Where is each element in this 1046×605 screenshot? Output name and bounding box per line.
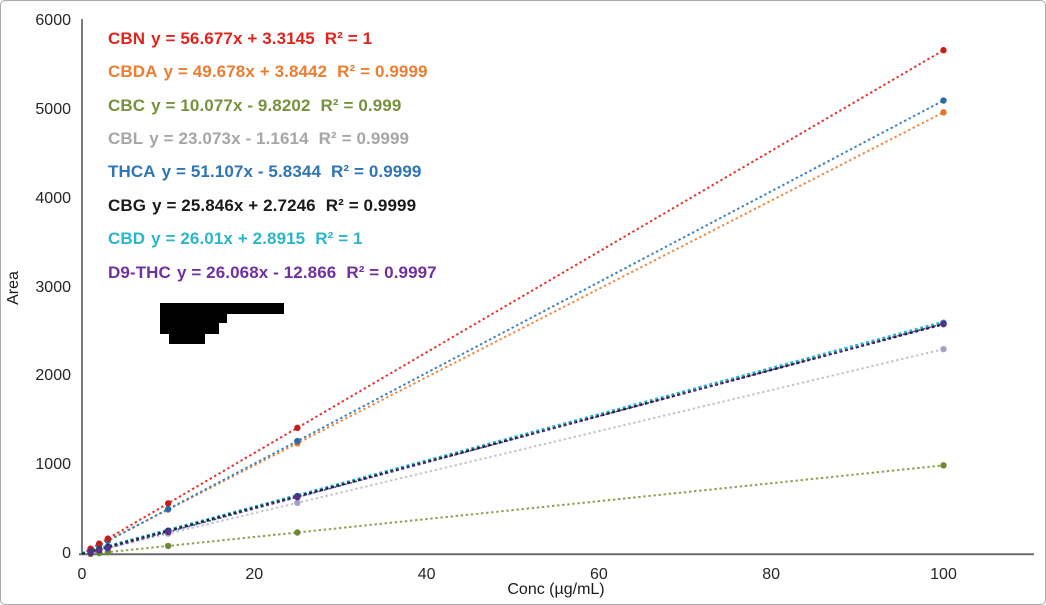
y-tick-label: 2000 [35,367,71,385]
trendline-thca [82,99,944,555]
legend-entry-cbd: CBD y = 26.01x + 2.8915 R² = 1 [108,223,437,256]
data-point-cbl [294,499,301,507]
x-tick-label: 0 [77,566,87,583]
trendline-cbl [82,348,944,555]
legend-entry-cbl: CBL y = 23.073x - 1.1614 R² = 0.9999 [108,122,437,155]
series-name: CBL [108,129,144,149]
series-name: D9-THC [108,262,171,282]
data-point-cbn [164,500,172,507]
legend-entry-cbc: CBC y = 10.077x - 9.8202 R² = 0.999 [108,89,437,122]
data-point-cbc [940,462,947,469]
trendline-cbda [81,111,944,555]
series-r-squared: R² = 0.9999 [318,129,410,149]
data-point-d9-thc [87,549,94,557]
series-name: CBG [108,195,147,215]
x-tick-label: 20 [245,566,264,583]
series-r-squared: R² = 0.9999 [325,195,417,215]
series-name: CBD [108,229,146,249]
y-tick-label: 5000 [35,100,71,118]
y-tick-label: 6000 [35,12,71,29]
series-r-squared: R² = 0.9997 [346,262,437,282]
series-equation: y = 23.073x - 1.1614 [149,129,309,149]
redaction-rect [219,313,227,323]
series-equation: y = 56.677x + 3.3145 [151,28,315,48]
trendline-cbn [81,49,945,555]
legend-entry-thca: THCA y = 51.107x - 5.8344 R² = 0.9999 [108,156,437,189]
data-point-d9-thc [96,547,103,554]
trendline-cbd [81,320,945,556]
legend-entry-cbn: CBN y = 56.677x + 3.3145 R² = 1 [108,22,437,55]
series-equation: y = 26.01x + 2.8915 [151,229,306,249]
series-r-squared: R² = 1 [315,229,363,249]
y-tick-label: 1000 [35,456,71,474]
legend-entry-d9-thc: D9-THC y = 26.068x - 12.866 R² = 0.9997 [108,256,437,289]
x-axis-title: Conc (µg/mL) [507,581,605,598]
series-equation: y = 49.678x + 3.8442 [163,62,328,82]
data-point-thca [294,437,301,445]
series-equation: y = 26.068x - 12.866 [176,262,337,282]
x-tick-label: 40 [417,566,436,583]
data-point-d9-thc [940,320,947,327]
data-point-d9-thc [104,544,112,552]
redaction-rect [169,333,205,344]
data-point-d9-thc [294,494,301,501]
x-tick-label: 60 [589,566,608,583]
series-equation: y = 51.107x - 5.8344 [161,162,322,182]
series-equation: y = 25.846x + 2.7246 [152,195,316,215]
data-point-thca [940,97,947,104]
series-name: CBN [108,28,146,48]
data-point-cbn [294,424,301,432]
series-r-squared: R² = 1 [324,28,373,48]
series-r-squared: R² = 0.9999 [337,62,428,82]
trendline-d9-thc [86,322,944,555]
y-tick-label: 0 [62,545,71,562]
series-name: THCA [108,162,156,182]
trendline-cbg [81,323,944,555]
y-tick-label: 4000 [35,189,71,207]
x-tick-label: 80 [762,566,781,583]
data-point-cbn [104,535,112,542]
data-point-cbc [164,542,172,550]
data-point-cbl [940,345,947,353]
series-name: CBC [108,95,146,115]
legend-entry-cbg: CBG y = 25.846x + 2.7246 R² = 0.9999 [108,189,437,222]
series-r-squared: R² = 0.999 [320,95,402,115]
redaction-rect [160,303,219,334]
trendline-cbc [90,464,944,555]
legend-entry-cbda: CBDA y = 49.678x + 3.8442 R² = 0.9999 [108,55,437,88]
data-point-cbn [96,540,103,547]
data-point-thca [164,505,172,513]
redaction-rect [160,303,284,314]
data-point-cbc [294,529,301,536]
series-equation: y = 10.077x - 9.8202 [151,95,311,115]
y-tick-label: 3000 [35,278,71,296]
legend: CBN y = 56.677x + 3.3145 R² = 1 CBDA y = 49.… [108,22,437,290]
data-point-cbda [940,109,947,116]
data-point-cbn [940,47,947,54]
x-tick-label: 100 [930,566,957,583]
data-point-d9-thc [164,528,172,536]
series-r-squared: R² = 0.9999 [331,162,422,182]
series-name: CBDA [108,62,158,82]
